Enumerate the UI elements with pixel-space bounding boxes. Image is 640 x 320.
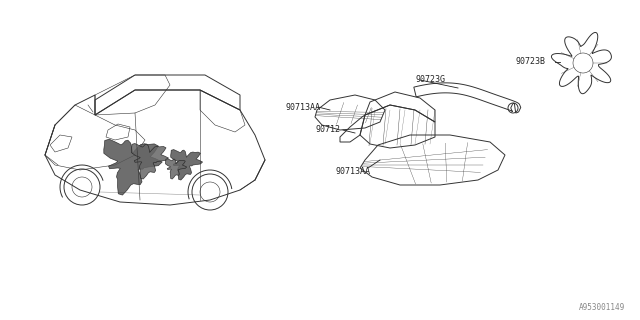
Text: A953001149: A953001149: [579, 303, 625, 312]
Polygon shape: [166, 159, 187, 179]
Polygon shape: [104, 139, 162, 195]
Polygon shape: [131, 143, 168, 179]
Text: 90723B: 90723B: [515, 58, 545, 67]
Text: 90713AA: 90713AA: [335, 167, 370, 177]
Polygon shape: [171, 149, 203, 180]
Text: 90723G: 90723G: [415, 76, 445, 84]
Text: 90712: 90712: [315, 125, 340, 134]
Text: 90713AA: 90713AA: [285, 102, 320, 111]
